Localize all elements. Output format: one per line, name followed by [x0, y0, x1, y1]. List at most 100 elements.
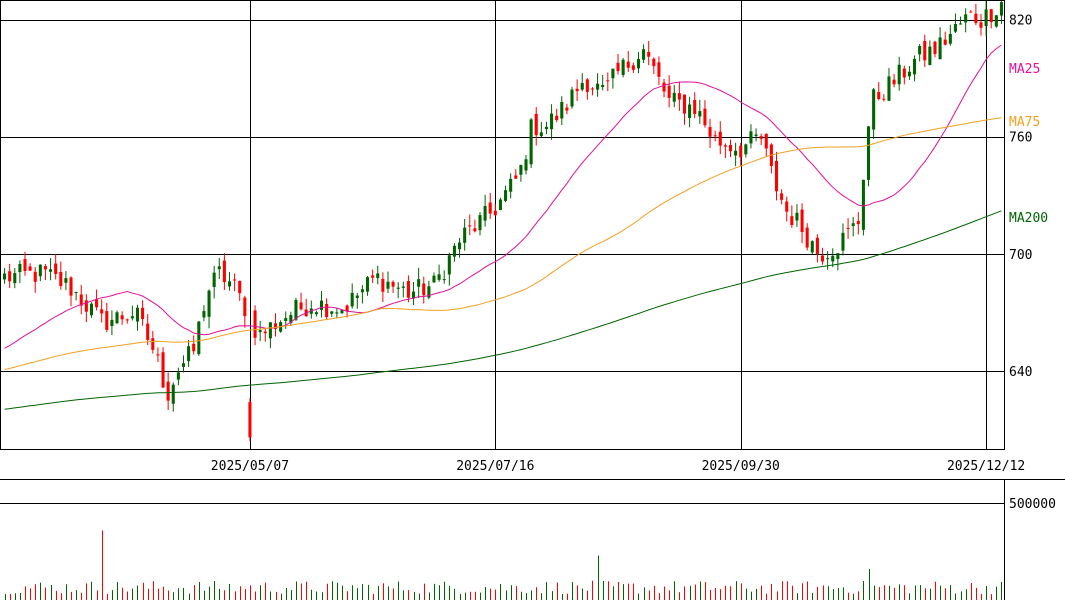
candle-body	[207, 290, 211, 317]
candle-body	[447, 255, 451, 275]
candle-body	[422, 283, 426, 296]
candle-body	[652, 58, 656, 67]
candle-body	[69, 277, 73, 296]
candle-body	[417, 279, 421, 287]
candle-body	[974, 13, 978, 24]
candle-body	[539, 132, 543, 137]
candle-body	[478, 215, 482, 231]
candle-body	[406, 281, 410, 298]
candle-body	[754, 134, 758, 137]
candle-body	[74, 292, 78, 294]
candle-body	[181, 363, 186, 367]
candle-body	[606, 80, 610, 82]
candle-body	[846, 228, 850, 230]
candle-body	[877, 91, 881, 100]
candle-body	[427, 286, 431, 298]
candle-body	[243, 297, 247, 317]
candle-body	[371, 275, 375, 278]
price-axis: 820 760 700 640	[1009, 14, 1032, 380]
candle-body	[861, 179, 865, 230]
candle-body	[989, 9, 993, 23]
candle-body	[913, 58, 917, 75]
candle-body	[575, 88, 579, 92]
ma-label-ma25: MA25	[1009, 62, 1040, 77]
ma-legend: MA25 MA75 MA200	[1009, 62, 1048, 226]
candle-body	[120, 315, 124, 320]
candle-body	[401, 286, 405, 288]
candle-body	[815, 237, 819, 254]
candle-body	[13, 273, 17, 284]
candle-body	[325, 303, 329, 318]
price-tick-label: 640	[1009, 365, 1032, 380]
candle-body	[79, 294, 83, 306]
candle-body	[463, 227, 467, 243]
candle-body	[580, 83, 584, 90]
candle-body	[28, 266, 32, 271]
candle-body	[360, 289, 364, 293]
candle-body	[856, 221, 860, 225]
candle-body	[739, 145, 743, 158]
candle-body	[84, 300, 88, 312]
candle-body	[110, 319, 114, 326]
candle-body	[105, 311, 109, 330]
candle-body	[734, 150, 738, 156]
candle-body	[345, 305, 349, 312]
candle-body	[836, 253, 840, 260]
candle-body	[253, 310, 257, 338]
candle-body	[790, 216, 794, 226]
candle-body	[570, 89, 574, 107]
candle-body	[125, 319, 129, 321]
candle-body	[330, 311, 334, 314]
candle-body	[273, 323, 278, 329]
candle-body	[166, 381, 170, 401]
candle-body	[233, 279, 237, 281]
candle-body	[805, 227, 809, 248]
candle-body	[647, 51, 651, 57]
candle-body	[902, 68, 906, 78]
candle-body	[314, 312, 318, 315]
candle-body	[723, 145, 727, 147]
candle-body	[187, 346, 191, 362]
candle-body	[171, 384, 175, 404]
candle-body	[948, 33, 952, 44]
candle-body	[156, 354, 160, 356]
ma-line-ma200	[4, 210, 1002, 410]
candle-body	[49, 269, 53, 272]
candle-body	[749, 131, 753, 144]
candle-body	[432, 275, 436, 283]
candle-body	[959, 23, 963, 25]
candle-body	[979, 22, 983, 28]
date-tick-label: 2025/09/30	[702, 459, 780, 474]
ma-line-ma75	[4, 117, 1002, 371]
candle-body	[227, 281, 232, 287]
candle-body	[238, 280, 242, 294]
candle-body	[100, 309, 104, 314]
candle-body	[8, 271, 12, 282]
candle-body	[943, 39, 947, 45]
candle-body	[151, 338, 155, 350]
candle-body	[662, 82, 666, 92]
candle-body	[544, 126, 548, 130]
candle-body	[483, 206, 487, 221]
candle-body	[33, 271, 37, 282]
candle-body	[248, 402, 252, 438]
candle-body	[335, 312, 339, 314]
candle-body	[212, 272, 216, 288]
candle-body	[596, 83, 600, 90]
ma-label-ma75: MA75	[1009, 115, 1040, 130]
candle-body	[396, 287, 400, 289]
price-tick-label: 760	[1009, 131, 1032, 146]
candle-body	[585, 79, 589, 92]
candle-body	[529, 119, 533, 165]
candle-body	[197, 321, 201, 355]
candle-body	[319, 300, 324, 310]
candle-body	[59, 272, 63, 287]
candle-body	[764, 133, 768, 149]
candle-body	[928, 46, 932, 65]
candle-body	[437, 274, 441, 280]
candle-body	[555, 115, 559, 121]
candle-body	[759, 136, 763, 139]
volume-tick-label: 500000	[1009, 497, 1056, 512]
candle-body	[488, 202, 492, 214]
